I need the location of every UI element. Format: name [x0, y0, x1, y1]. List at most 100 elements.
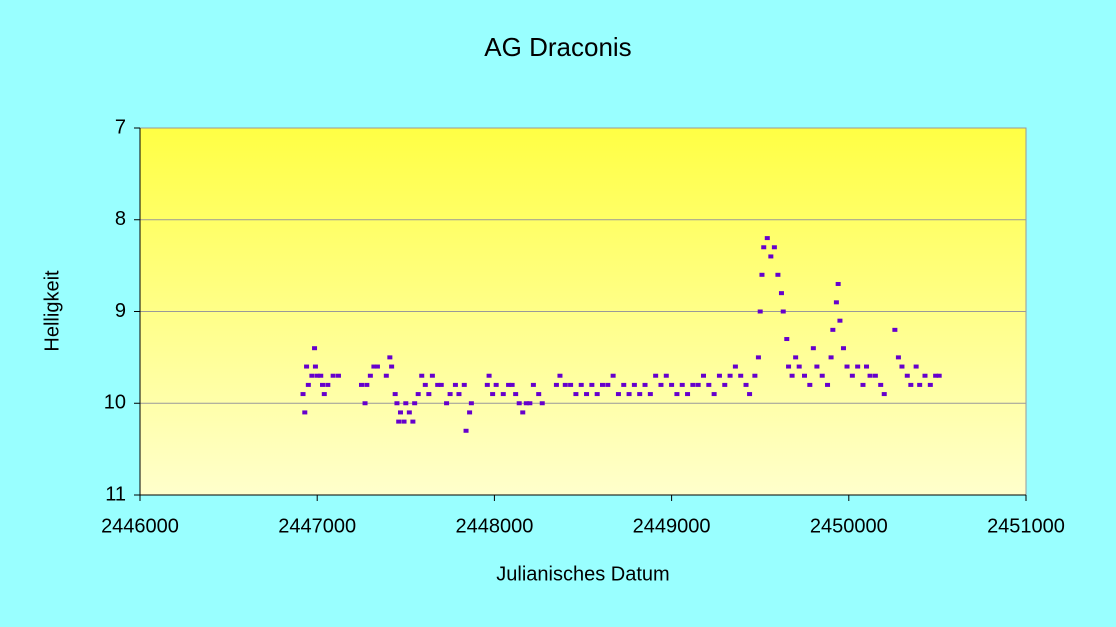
- data-point: [793, 355, 799, 360]
- data-point: [422, 382, 428, 387]
- data-point: [394, 401, 400, 406]
- data-point: [825, 382, 831, 387]
- data-point: [415, 392, 421, 397]
- data-point: [305, 382, 311, 387]
- data-point: [814, 364, 820, 369]
- data-point: [807, 382, 813, 387]
- data-point: [872, 373, 878, 378]
- data-point: [530, 382, 536, 387]
- data-point: [833, 300, 839, 305]
- data-point: [367, 373, 373, 378]
- data-point: [690, 382, 696, 387]
- data-point: [362, 401, 368, 406]
- data-point: [463, 428, 469, 433]
- data-point: [828, 355, 834, 360]
- data-point: [747, 392, 753, 397]
- data-point: [904, 373, 910, 378]
- data-point: [403, 401, 409, 406]
- data-point: [389, 364, 395, 369]
- data-point: [837, 318, 843, 323]
- data-point: [895, 355, 901, 360]
- y-axis-label: Helligkeit: [41, 270, 63, 352]
- data-point: [557, 373, 563, 378]
- data-point: [810, 346, 816, 351]
- data-point: [936, 373, 942, 378]
- data-point: [711, 392, 717, 397]
- data-point: [562, 382, 568, 387]
- x-axis-label: Julianisches Datum: [496, 563, 669, 585]
- y-tick-label: 11: [105, 483, 126, 505]
- data-point: [796, 364, 802, 369]
- y-tick-label: 8: [115, 208, 126, 230]
- data-point: [674, 392, 680, 397]
- data-point: [396, 419, 402, 424]
- data-point: [335, 373, 341, 378]
- data-point: [568, 382, 574, 387]
- data-point: [771, 245, 777, 250]
- data-point: [844, 364, 850, 369]
- data-point: [461, 382, 467, 387]
- data-point: [383, 373, 389, 378]
- data-point: [722, 382, 728, 387]
- y-tick-label: 10: [104, 392, 126, 414]
- data-point: [520, 410, 526, 415]
- data-point: [775, 272, 781, 277]
- y-tick-label: 9: [115, 300, 126, 322]
- data-point: [786, 364, 792, 369]
- data-point: [716, 373, 722, 378]
- data-point: [447, 392, 453, 397]
- data-point: [679, 382, 685, 387]
- data-point: [467, 410, 473, 415]
- data-point: [860, 382, 866, 387]
- data-point: [401, 419, 407, 424]
- data-point: [468, 401, 474, 406]
- data-point: [536, 392, 542, 397]
- data-point: [309, 373, 315, 378]
- data-point: [594, 392, 600, 397]
- data-point: [663, 373, 669, 378]
- data-point: [764, 236, 770, 241]
- data-point: [513, 392, 519, 397]
- data-point: [573, 392, 579, 397]
- data-point: [637, 392, 643, 397]
- data-point: [426, 392, 432, 397]
- data-point: [387, 355, 393, 360]
- data-point: [314, 373, 320, 378]
- data-point: [506, 382, 512, 387]
- data-point: [410, 419, 416, 424]
- data-point: [706, 382, 712, 387]
- data-point: [669, 382, 675, 387]
- data-point: [913, 364, 919, 369]
- x-tick-label: 2450000: [810, 515, 888, 537]
- data-point: [732, 364, 738, 369]
- data-point: [892, 327, 898, 332]
- data-point: [325, 382, 331, 387]
- x-tick-label: 2447000: [278, 515, 356, 537]
- data-point: [490, 392, 496, 397]
- data-point: [359, 382, 364, 387]
- data-point: [752, 373, 758, 378]
- data-point: [849, 373, 855, 378]
- data-point: [642, 382, 648, 387]
- data-point: [578, 382, 584, 387]
- data-point: [429, 373, 435, 378]
- data-point: [653, 373, 659, 378]
- data-point: [840, 346, 846, 351]
- data-point: [789, 373, 795, 378]
- data-point: [364, 382, 370, 387]
- data-point: [509, 382, 515, 387]
- data-point: [768, 254, 774, 259]
- y-tick-label: 7: [115, 116, 126, 138]
- data-point: [908, 382, 914, 387]
- data-point: [330, 373, 336, 378]
- data-point: [397, 410, 403, 415]
- data-point: [922, 373, 928, 378]
- data-point: [516, 401, 522, 406]
- data-point: [727, 373, 733, 378]
- data-point: [320, 382, 326, 387]
- data-point: [435, 382, 441, 387]
- data-point: [658, 382, 664, 387]
- data-point: [312, 364, 318, 369]
- data-point: [605, 382, 611, 387]
